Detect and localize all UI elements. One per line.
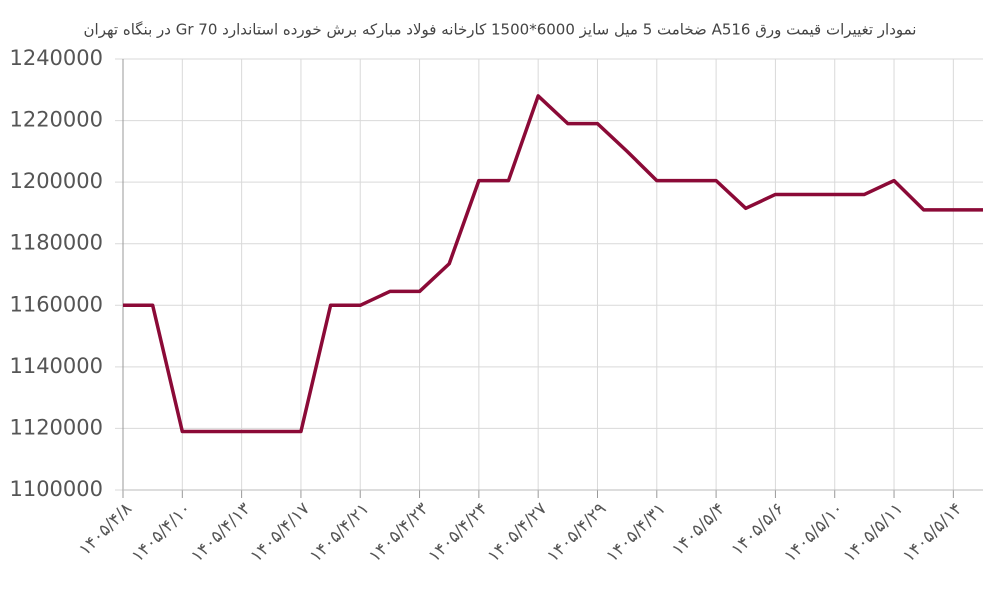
x-tick-label: ۱۴۰۵/۵/۱۰ [780,499,847,566]
x-tick-label: ۱۴۰۵/۴/۱۳ [187,499,254,566]
x-tick-label: ۱۴۰۵/۴/۲۷ [484,499,551,566]
x-tick-label: ۱۴۰۵/۴/۱۰ [128,499,195,566]
x-tick-label: ۱۴۰۵/۴/۲۱ [306,499,373,566]
x-tick-label: ۱۴۰۵/۴/۸ [75,499,136,560]
y-tick-label: 1220000 [9,108,103,132]
chart-title: نمودار تغییرات قیمت ورق A516 ضخامت 5 میل… [84,21,917,39]
x-tick-label: ۱۴۰۵/۴/۱۷ [247,499,314,566]
x-tick-label: ۱۴۰۵/۴/۳۱ [602,499,669,566]
y-tick-label: 1120000 [9,415,103,439]
y-tick-label: 1140000 [9,354,103,378]
x-tick-label: ۱۴۰۵/۵/۴ [668,499,729,560]
y-tick-label: 1160000 [9,292,103,316]
y-tick-label: 1240000 [9,46,103,70]
y-tick-label: 1100000 [9,477,103,501]
x-tick-label: ۱۴۰۵/۴/۲۴ [424,499,491,566]
x-tick-label: ۱۴۰۵/۵/۶ [727,499,788,560]
x-tick-label: ۱۴۰۵/۵/۱۱ [840,499,907,566]
y-tick-label: 1180000 [9,231,103,255]
x-tick-label: ۱۴۰۵/۴/۲۳ [365,499,432,566]
x-tick-label: ۱۴۰۵/۴/۲۹ [543,499,610,566]
y-tick-label: 1200000 [9,169,103,193]
line-series [123,94,983,434]
x-tick-label: ۱۴۰۵/۵/۱۴ [899,499,966,566]
